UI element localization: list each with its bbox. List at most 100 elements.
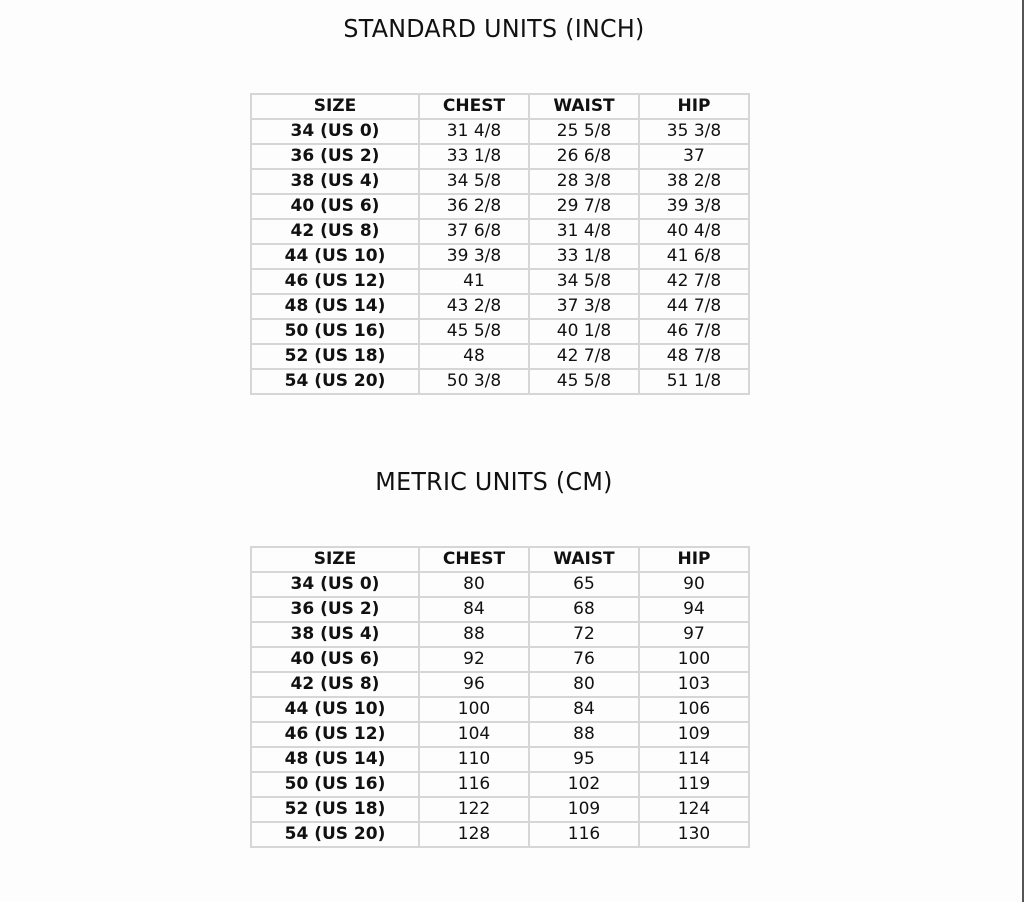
- waist-cell: 25 5/8: [528, 118, 640, 145]
- waist-cell: 109: [528, 796, 640, 823]
- standard-units-table: SIZE CHEST WAIST HIP 34 (US 0) 31 4/8 25 5/8 35…: [250, 93, 750, 395]
- hip-cell: 90: [638, 571, 750, 598]
- waist-cell: 33 1/8: [528, 243, 640, 270]
- hip-cell: 42 7/8: [638, 268, 750, 295]
- table-row: 54 (US 20) 128 116 130: [250, 821, 750, 848]
- chest-cell: 122: [418, 796, 530, 823]
- waist-cell: 84: [528, 696, 640, 723]
- size-cell: 46 (US 12): [250, 721, 420, 748]
- size-cell: 38 (US 4): [250, 621, 420, 648]
- size-cell: 42 (US 8): [250, 218, 420, 245]
- header-row: SIZE CHEST WAIST HIP: [250, 93, 750, 120]
- size-cell: 52 (US 18): [250, 343, 420, 370]
- metric-units-title: METRIC UNITS (CM): [375, 467, 613, 496]
- hip-cell: 46 7/8: [638, 318, 750, 345]
- hip-cell: 35 3/8: [638, 118, 750, 145]
- chest-cell: 34 5/8: [418, 168, 530, 195]
- size-cell: 44 (US 10): [250, 696, 420, 723]
- chest-cell: 39 3/8: [418, 243, 530, 270]
- waist-cell: 37 3/8: [528, 293, 640, 320]
- table-row: 34 (US 0) 31 4/8 25 5/8 35 3/8: [250, 118, 750, 145]
- table-row: 48 (US 14) 43 2/8 37 3/8 44 7/8: [250, 293, 750, 320]
- size-cell: 34 (US 0): [250, 118, 420, 145]
- right-edge-border: [1022, 0, 1024, 902]
- hip-cell: 44 7/8: [638, 293, 750, 320]
- chest-cell: 43 2/8: [418, 293, 530, 320]
- chest-cell: 31 4/8: [418, 118, 530, 145]
- size-cell: 36 (US 2): [250, 143, 420, 170]
- size-cell: 34 (US 0): [250, 571, 420, 598]
- waist-cell: 116: [528, 821, 640, 848]
- waist-cell: 72: [528, 621, 640, 648]
- size-cell: 54 (US 20): [250, 368, 420, 395]
- table-row: 38 (US 4) 34 5/8 28 3/8 38 2/8: [250, 168, 750, 195]
- hip-cell: 119: [638, 771, 750, 798]
- size-cell: 50 (US 16): [250, 318, 420, 345]
- column-header-hip: HIP: [638, 93, 750, 120]
- waist-cell: 102: [528, 771, 640, 798]
- table-row: 50 (US 16) 116 102 119: [250, 771, 750, 798]
- size-cell: 40 (US 6): [250, 193, 420, 220]
- waist-cell: 80: [528, 671, 640, 698]
- waist-cell: 68: [528, 596, 640, 623]
- hip-cell: 51 1/8: [638, 368, 750, 395]
- hip-cell: 114: [638, 746, 750, 773]
- hip-cell: 48 7/8: [638, 343, 750, 370]
- chest-cell: 88: [418, 621, 530, 648]
- waist-cell: 88: [528, 721, 640, 748]
- column-header-hip: HIP: [638, 546, 750, 573]
- hip-cell: 124: [638, 796, 750, 823]
- hip-cell: 39 3/8: [638, 193, 750, 220]
- metric-units-table: SIZE CHEST WAIST HIP 34 (US 0) 80 65 90 36 (US 2…: [250, 546, 750, 848]
- waist-cell: 26 6/8: [528, 143, 640, 170]
- size-cell: 36 (US 2): [250, 596, 420, 623]
- table-row: 36 (US 2) 33 1/8 26 6/8 37: [250, 143, 750, 170]
- table-row: 42 (US 8) 37 6/8 31 4/8 40 4/8: [250, 218, 750, 245]
- hip-cell: 100: [638, 646, 750, 673]
- size-cell: 38 (US 4): [250, 168, 420, 195]
- size-cell: 54 (US 20): [250, 821, 420, 848]
- hip-cell: 97: [638, 621, 750, 648]
- waist-cell: 34 5/8: [528, 268, 640, 295]
- waist-cell: 45 5/8: [528, 368, 640, 395]
- chest-cell: 36 2/8: [418, 193, 530, 220]
- table-row: 54 (US 20) 50 3/8 45 5/8 51 1/8: [250, 368, 750, 395]
- table-row: 46 (US 12) 104 88 109: [250, 721, 750, 748]
- column-header-waist: WAIST: [528, 546, 640, 573]
- table-row: 38 (US 4) 88 72 97: [250, 621, 750, 648]
- column-header-chest: CHEST: [418, 93, 530, 120]
- size-cell: 52 (US 18): [250, 796, 420, 823]
- chest-cell: 110: [418, 746, 530, 773]
- waist-cell: 65: [528, 571, 640, 598]
- hip-cell: 109: [638, 721, 750, 748]
- chest-cell: 37 6/8: [418, 218, 530, 245]
- table-row: 52 (US 18) 122 109 124: [250, 796, 750, 823]
- waist-cell: 42 7/8: [528, 343, 640, 370]
- column-header-size: SIZE: [250, 93, 420, 120]
- size-cell: 42 (US 8): [250, 671, 420, 698]
- chest-cell: 96: [418, 671, 530, 698]
- chest-cell: 33 1/8: [418, 143, 530, 170]
- hip-cell: 38 2/8: [638, 168, 750, 195]
- table-row: 36 (US 2) 84 68 94: [250, 596, 750, 623]
- size-cell: 40 (US 6): [250, 646, 420, 673]
- waist-cell: 76: [528, 646, 640, 673]
- header-row: SIZE CHEST WAIST HIP: [250, 546, 750, 573]
- table-row: 48 (US 14) 110 95 114: [250, 746, 750, 773]
- table-row: 34 (US 0) 80 65 90: [250, 571, 750, 598]
- hip-cell: 103: [638, 671, 750, 698]
- chest-cell: 100: [418, 696, 530, 723]
- table-row: 46 (US 12) 41 34 5/8 42 7/8: [250, 268, 750, 295]
- hip-cell: 130: [638, 821, 750, 848]
- chest-cell: 84: [418, 596, 530, 623]
- table-row: 40 (US 6) 92 76 100: [250, 646, 750, 673]
- table-row: 40 (US 6) 36 2/8 29 7/8 39 3/8: [250, 193, 750, 220]
- chest-cell: 92: [418, 646, 530, 673]
- chest-cell: 116: [418, 771, 530, 798]
- chest-cell: 104: [418, 721, 530, 748]
- waist-cell: 31 4/8: [528, 218, 640, 245]
- column-header-waist: WAIST: [528, 93, 640, 120]
- table-row: 42 (US 8) 96 80 103: [250, 671, 750, 698]
- hip-cell: 37: [638, 143, 750, 170]
- size-cell: 48 (US 14): [250, 746, 420, 773]
